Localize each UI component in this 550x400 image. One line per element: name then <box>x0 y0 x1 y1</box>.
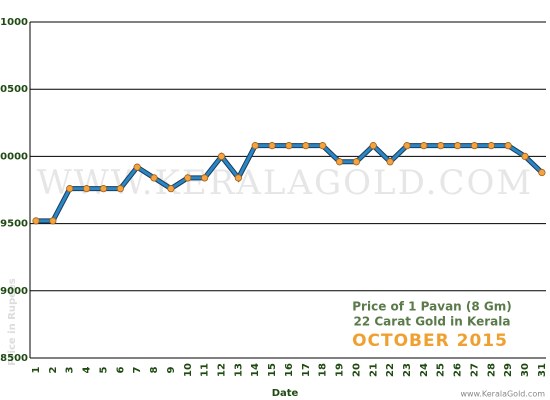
x-tick-label: 24 <box>419 363 430 377</box>
x-tick-label: 1 <box>31 366 42 373</box>
x-tick-label: 3 <box>65 366 76 373</box>
marker <box>99 185 108 193</box>
x-tick-label: 9 <box>166 366 177 373</box>
x-tick-label: 10 <box>183 363 194 377</box>
x-tick-label: 2 <box>48 366 59 373</box>
marker <box>437 142 445 150</box>
marker <box>217 152 226 160</box>
marker <box>285 142 293 150</box>
x-tick-label: 12 <box>216 363 227 377</box>
marker <box>49 217 57 225</box>
x-tick-label: 21 <box>368 363 379 377</box>
watermark: WWW.KERALAGOLD.COM <box>37 163 533 203</box>
marker <box>453 142 462 150</box>
x-tick-label: 7 <box>132 366 143 373</box>
x-tick-label: 17 <box>301 363 312 377</box>
marker <box>133 163 141 171</box>
x-tick-label: 6 <box>115 366 126 373</box>
marker <box>352 158 360 166</box>
marker <box>167 185 175 193</box>
marker <box>403 142 411 150</box>
x-tick-label: 8 <box>149 366 160 373</box>
x-tick-label: 18 <box>318 363 329 377</box>
x-tick-label: 20 <box>351 363 362 377</box>
marker <box>82 185 91 193</box>
marker <box>32 217 40 225</box>
x-tick-label: 29 <box>503 363 514 377</box>
annotation: Price of 1 Pavan (8 Gm) <box>352 300 512 314</box>
marker <box>268 142 276 150</box>
y-tick-label: 20500 <box>0 84 28 95</box>
x-tick-label: 22 <box>385 363 396 377</box>
marker <box>234 174 242 182</box>
marker <box>538 168 546 177</box>
marker <box>150 174 158 182</box>
marker <box>470 142 479 150</box>
y-tick-label: 20000 <box>0 151 28 162</box>
x-tick-label: 16 <box>284 363 295 377</box>
x-tick-label: 25 <box>436 363 447 377</box>
x-tick-label: 15 <box>267 363 278 377</box>
x-axis-label: Date <box>272 388 299 399</box>
y-tick-label: 19000 <box>0 286 28 297</box>
y-tick-label: 21000 <box>0 17 28 28</box>
marker <box>116 185 124 193</box>
x-tick-label: 26 <box>453 363 464 377</box>
marker <box>420 142 428 150</box>
y-axis-label: Price in Rupees <box>7 278 18 365</box>
marker <box>66 185 74 193</box>
x-tick-label: 23 <box>402 363 413 377</box>
y-tick-label: 18500 <box>0 353 28 364</box>
marker <box>504 142 512 150</box>
marker <box>251 142 259 150</box>
x-tick-label: 31 <box>537 363 548 377</box>
marker <box>302 142 310 150</box>
x-tick-label: 27 <box>469 363 480 377</box>
marker <box>201 174 209 182</box>
annotation-month: OCTOBER 2015 <box>352 331 508 351</box>
x-tick-label: 30 <box>520 363 531 377</box>
footer: www.KeralaGold.com <box>460 390 545 399</box>
annotation: 22 Carat Gold in Kerala <box>354 315 511 329</box>
marker <box>335 158 344 166</box>
marker <box>521 152 529 160</box>
x-tick-label: 14 <box>250 363 261 377</box>
marker <box>369 142 377 150</box>
x-tick-label: 28 <box>486 363 497 377</box>
marker <box>386 158 394 166</box>
x-tick-label: 4 <box>82 366 93 373</box>
x-tick-label: 13 <box>233 363 244 377</box>
marker <box>319 142 327 150</box>
x-tick-label: 11 <box>200 363 211 377</box>
x-tick-label: 19 <box>335 363 346 377</box>
marker <box>487 142 495 150</box>
y-tick-label: 19500 <box>0 219 28 230</box>
marker <box>184 174 192 182</box>
x-tick-label: 5 <box>98 366 109 373</box>
